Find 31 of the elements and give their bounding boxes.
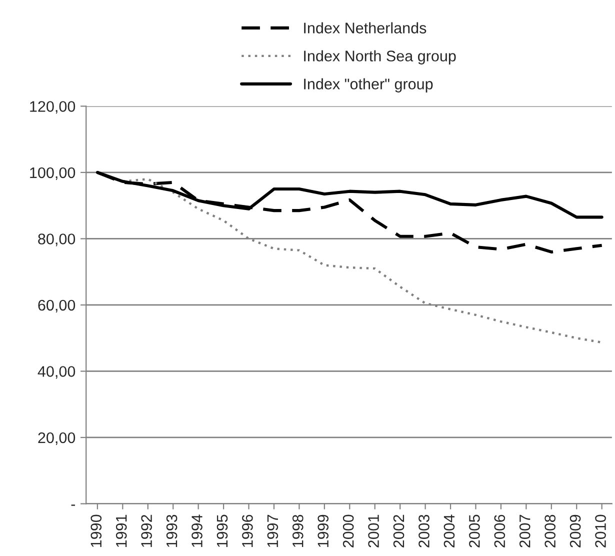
y-tick-label: 100,00 (30, 167, 76, 180)
x-tick-label: 2004 (444, 514, 455, 548)
x-tick-label: 2003 (418, 514, 430, 548)
x-tick-label: 2006 (494, 514, 506, 548)
legend-label: Index "other" group (304, 78, 433, 92)
x-tick-label: 2007 (519, 514, 530, 548)
x-tick-label: 1991 (116, 514, 127, 547)
x-tick-label: 1994 (192, 514, 202, 547)
x-tick-label: 2002 (393, 514, 404, 548)
y-tick-label: 60,00 (38, 300, 76, 312)
x-tick-label: 1998 (292, 514, 304, 547)
x-tick-label: 1999 (318, 514, 329, 547)
y-tick-label: 20,00 (38, 432, 76, 445)
y-tick-label: 120,00 (30, 101, 76, 114)
x-tick-label: 2008 (544, 514, 556, 548)
x-tick-label: 2010 (595, 514, 606, 548)
x-tick-label: 2005 (469, 514, 480, 548)
x-tick-label: 1993 (166, 514, 178, 547)
x-tick-label: 2001 (368, 514, 379, 548)
x-tick-label: 1997 (267, 514, 278, 547)
x-tick-label: 2000 (342, 514, 354, 548)
y-tick-label: - (71, 504, 76, 506)
legend-label: Index North Sea group (304, 50, 456, 64)
x-tick-label: 1996 (242, 514, 253, 547)
x-tick-label: 1995 (216, 514, 228, 547)
y-tick-label: 80,00 (38, 234, 76, 246)
y-tick-label: 40,00 (38, 366, 76, 379)
x-tick-label: 1990 (90, 514, 102, 547)
x-tick-label: 1992 (141, 514, 152, 547)
x-tick-label: 2009 (570, 514, 581, 548)
legend-label: Index Netherlands (304, 22, 426, 34)
